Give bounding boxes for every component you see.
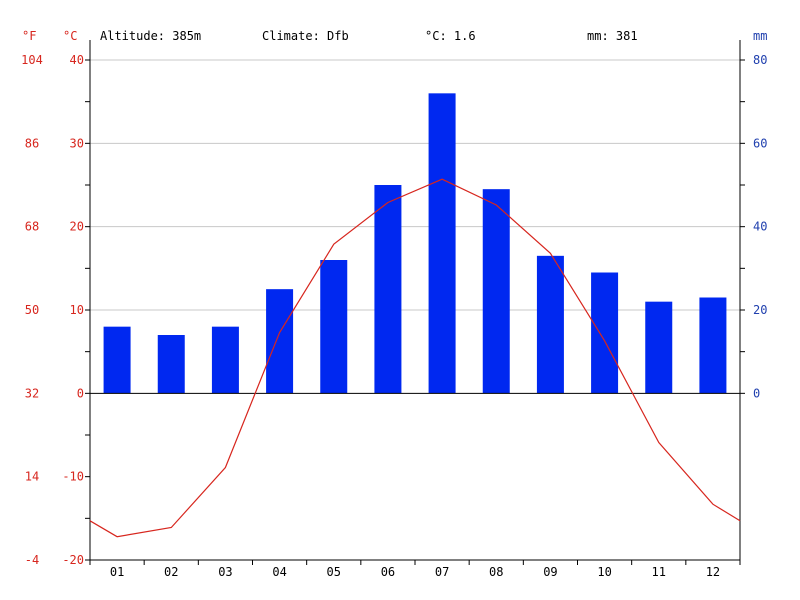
precipitation-bar xyxy=(211,326,239,394)
temperature-line-path xyxy=(89,178,741,538)
celsius-tick-label: 30 xyxy=(70,136,84,150)
fahrenheit-tick-label: 50 xyxy=(25,303,39,317)
precipitation-bar xyxy=(103,326,131,394)
precipitation-bar xyxy=(374,185,402,394)
annual-precipitation-label: mm: 381 xyxy=(587,29,638,43)
mm-tick-label: 60 xyxy=(753,136,767,150)
fahrenheit-tick-label: 14 xyxy=(25,470,39,484)
celsius-tick-label: 0 xyxy=(77,386,84,400)
precipitation-bar xyxy=(699,297,727,394)
mm-unit-label: mm xyxy=(753,29,767,43)
axes xyxy=(85,40,745,565)
mm-tick-label: 40 xyxy=(753,220,767,234)
tick-labels: 40 30 20 10 0 -10 -20 104 86 68 50 32 14 -4 80 60 40 20 0 0… xyxy=(21,53,767,579)
climate-label: Climate: Dfb xyxy=(262,29,349,43)
mm-tick-label: 0 xyxy=(753,386,760,400)
fahrenheit-tick-label: 68 xyxy=(25,220,39,234)
month-label: 01 xyxy=(110,565,124,579)
fahrenheit-tick-label: 104 xyxy=(21,53,43,67)
precipitation-bars xyxy=(103,93,727,394)
month-label: 02 xyxy=(164,565,178,579)
celsius-tick-label: -10 xyxy=(62,470,84,484)
month-label: 03 xyxy=(218,565,232,579)
grid-lines xyxy=(90,59,740,311)
month-label: 04 xyxy=(272,565,286,579)
month-label: 07 xyxy=(435,565,449,579)
celsius-unit-label: °C xyxy=(63,29,77,43)
precipitation-bar xyxy=(266,289,294,394)
mm-tick-label: 80 xyxy=(753,53,767,67)
celsius-tick-label: -20 xyxy=(62,553,84,567)
month-label: 10 xyxy=(597,565,611,579)
month-label: 12 xyxy=(706,565,720,579)
precipitation-bar xyxy=(591,272,619,394)
celsius-tick-label: 40 xyxy=(70,53,84,67)
precipitation-bar xyxy=(428,93,456,394)
precipitation-bar xyxy=(536,255,564,394)
precipitation-bar xyxy=(157,335,185,394)
altitude-label: Altitude: 385m xyxy=(100,29,201,43)
mm-tick-label: 20 xyxy=(753,303,767,317)
fahrenheit-tick-label: -4 xyxy=(25,553,39,567)
celsius-tick-label: 20 xyxy=(70,220,84,234)
celsius-tick-label: 10 xyxy=(70,303,84,317)
month-label: 05 xyxy=(327,565,341,579)
month-label: 08 xyxy=(489,565,503,579)
precipitation-bar xyxy=(482,189,510,394)
month-label: 11 xyxy=(652,565,666,579)
fahrenheit-tick-label: 32 xyxy=(25,386,39,400)
month-label: 06 xyxy=(381,565,395,579)
fahrenheit-tick-label: 86 xyxy=(25,136,39,150)
month-label: 09 xyxy=(543,565,557,579)
precipitation-bar xyxy=(320,260,348,394)
fahrenheit-unit-label: °F xyxy=(22,29,36,43)
temperature-line xyxy=(89,178,741,538)
mean-temperature-label: °C: 1.6 xyxy=(425,29,476,43)
precipitation-bar xyxy=(645,301,673,394)
